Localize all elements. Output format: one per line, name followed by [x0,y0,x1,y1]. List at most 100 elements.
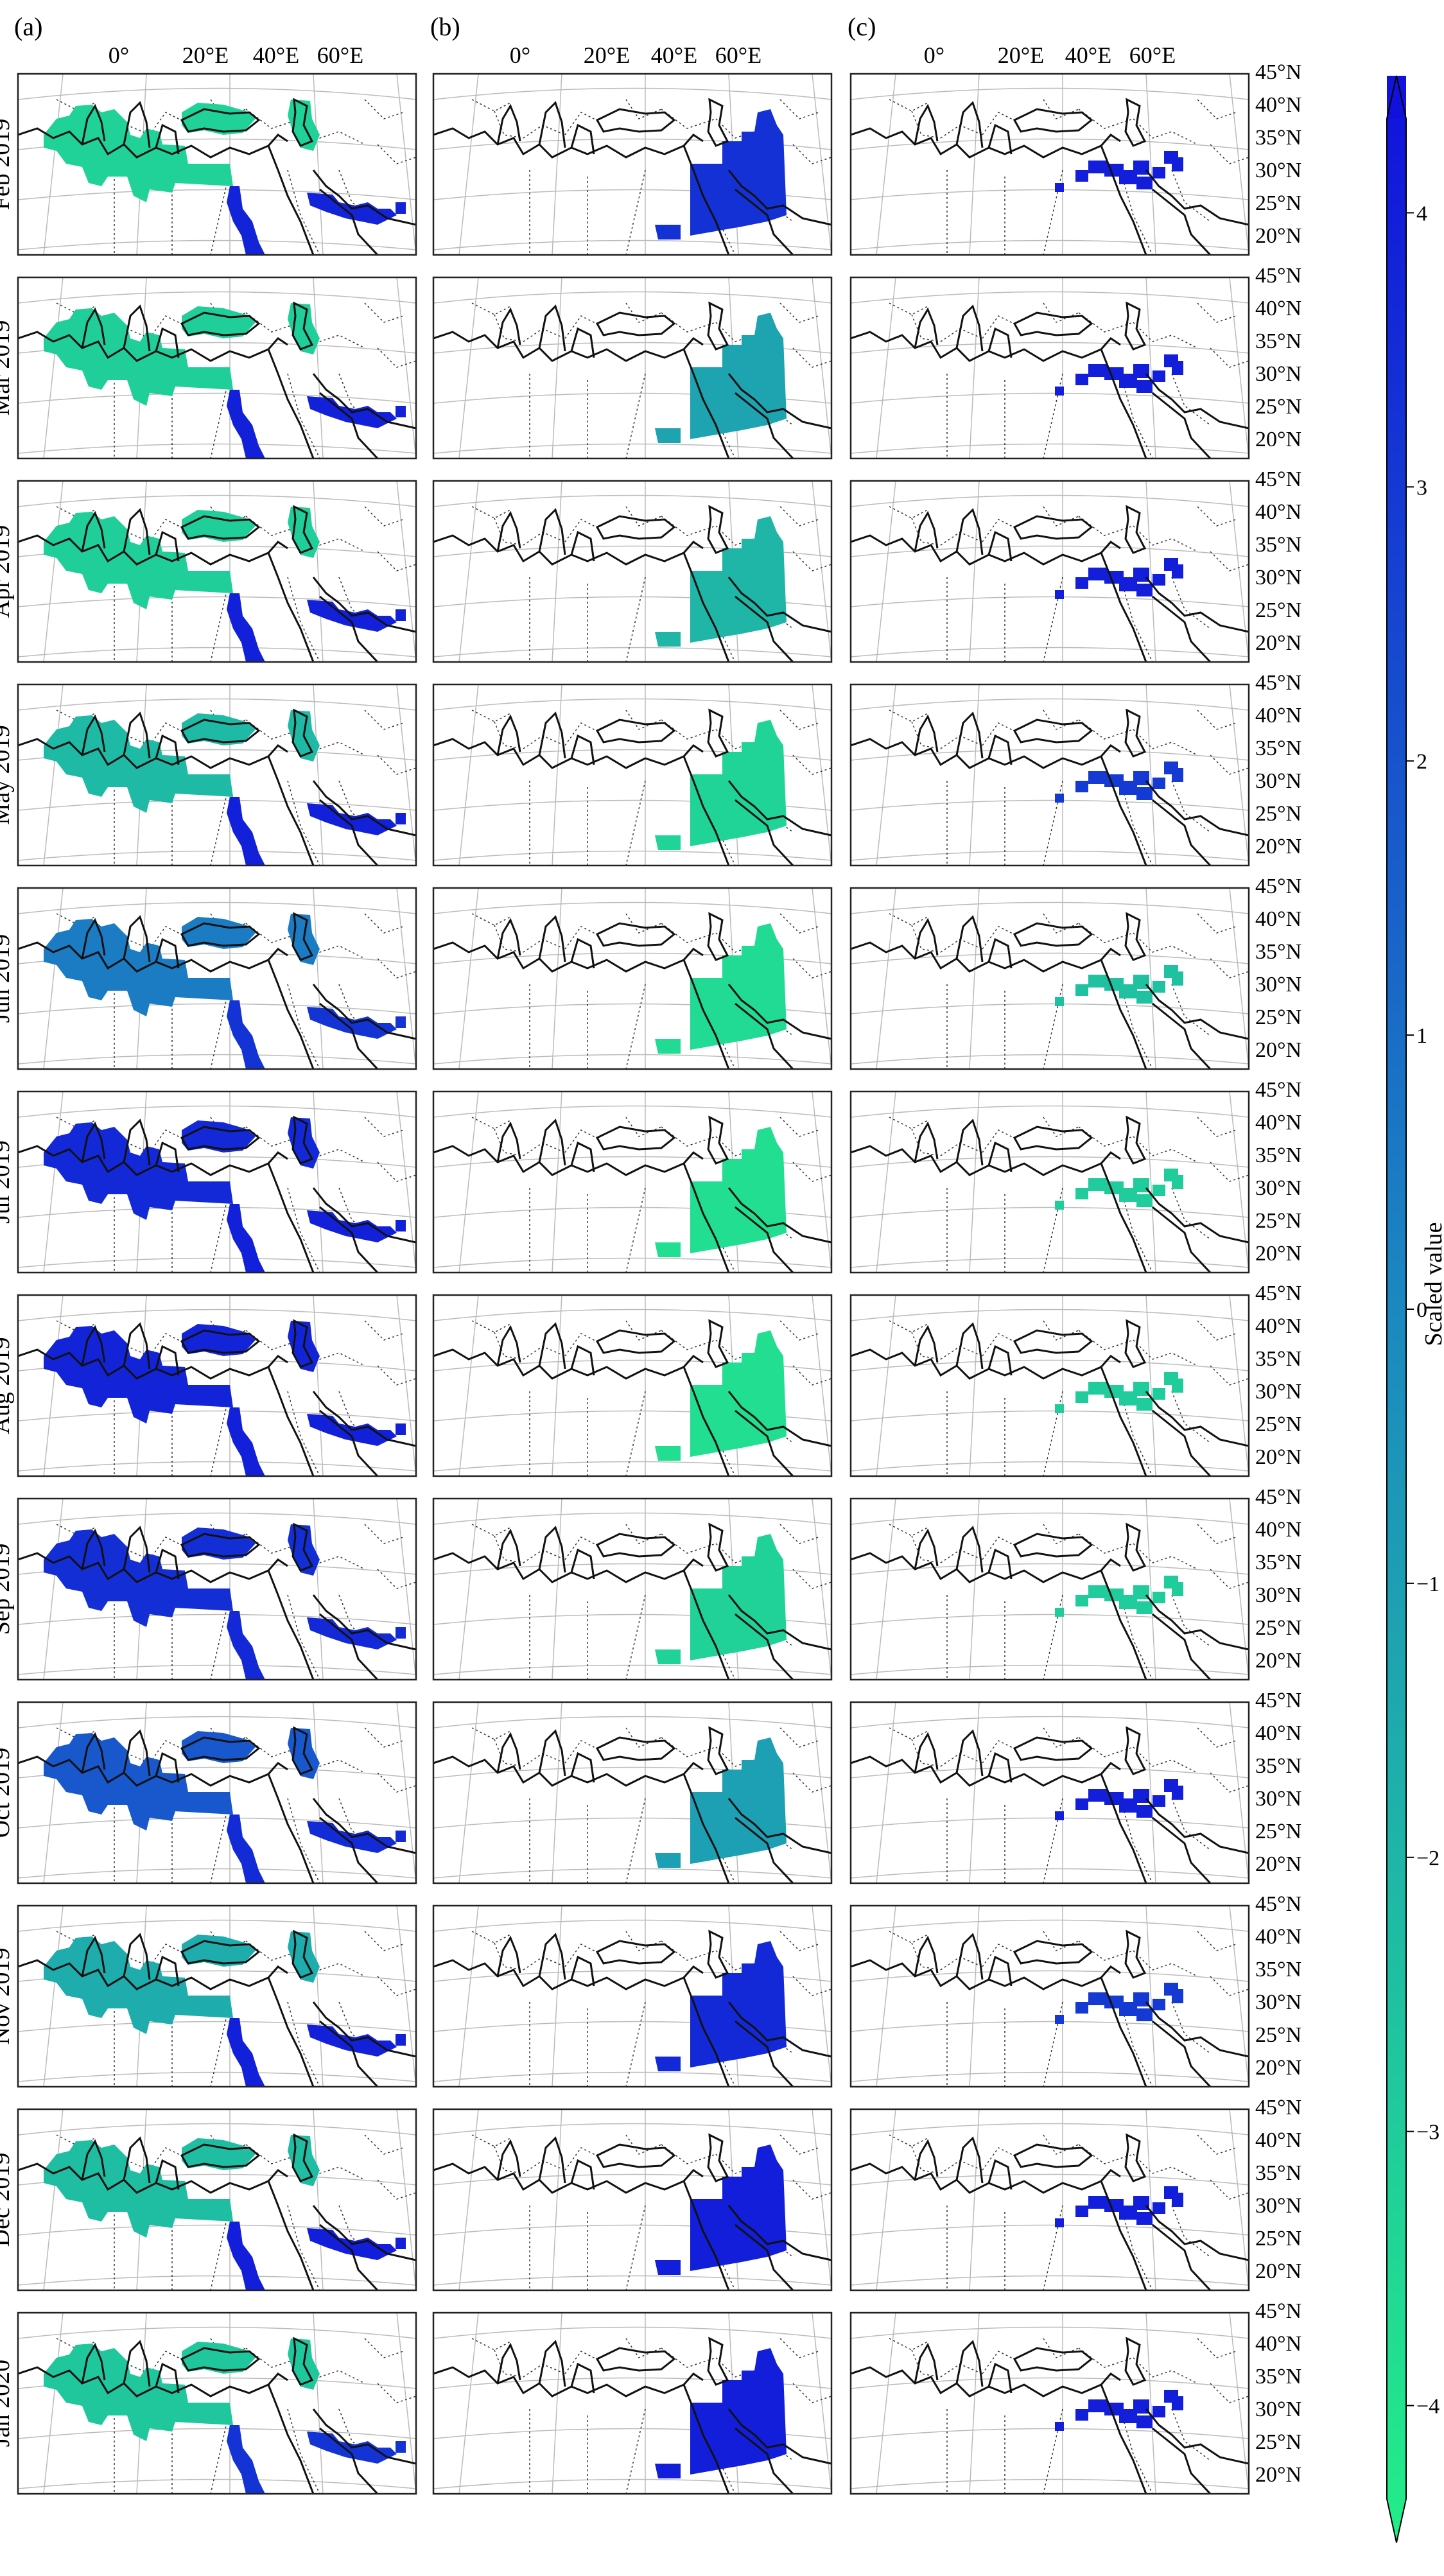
data-region-mediterranean [44,1326,233,1423]
country-border [625,1117,662,1137]
coastline [1152,799,1212,866]
coastline [538,1526,566,1573]
data-cell [1153,1185,1165,1196]
coastline [707,98,729,147]
coastline [727,2205,831,2261]
lat-label: 45°N [1255,2096,1301,2119]
coastline [319,2020,379,2087]
coastline [683,756,730,866]
lat-label: 25°N [1255,2227,1301,2250]
colorbar-tick-label: −4 [1416,2395,1440,2419]
graticule-line [433,494,831,507]
coastline [267,756,315,866]
coastline [123,1729,151,1777]
coastline [180,515,261,540]
coastline [955,2136,984,2184]
coastline [180,1533,261,1558]
coastline [987,1955,1013,1987]
country-border [661,1126,717,1147]
graticule-line [969,1499,980,1680]
map-panel-a [17,73,417,256]
country-border [661,719,717,740]
coastline [1100,1355,1121,1368]
coastline [291,98,314,147]
country-border [982,1740,1018,1764]
coastline [433,738,684,769]
graticule-line [433,850,831,861]
graticule-line [396,1092,416,1273]
country-border [149,722,186,746]
data-cell [1055,794,1064,803]
row-label: Jun 2019 [0,934,15,1023]
country-border [364,913,404,934]
lat-label: 20°N [1255,1038,1301,1062]
country-border [471,1727,511,1740]
country-border [779,1524,819,1544]
lat-label: 30°N [1255,973,1301,996]
country-border [661,109,717,129]
coastline [1013,2347,1093,2372]
graticule-line [812,2109,831,2290]
lat-label: 45°N [1255,60,1301,84]
country-border [625,1187,646,1273]
graticule-line [43,74,64,255]
coastline [496,1121,521,1163]
coastline [570,1752,595,1783]
coastline [595,1940,676,1965]
coastline [123,1322,151,1370]
data-cell [1153,1999,1165,2010]
coastline [1145,373,1249,430]
graticule-line [851,189,1249,200]
country-border [564,1944,601,1967]
map-row: Nov 2019 45°N 40°N 35°N 30°N 25°N 20°N [0,1892,1301,2088]
graticule-line [396,2109,416,2290]
coastline [851,1145,1102,1176]
country-border [377,754,416,775]
graticule-line [876,277,896,458]
lon-label: 60°E [715,42,761,68]
country-border [1197,2338,1237,2358]
coastline [319,392,379,458]
coastline [683,1762,704,1775]
data-cell [396,1220,406,1231]
data-cell [1133,1178,1149,1192]
lat-label: 25°N [1255,1005,1301,1029]
graticule-line [851,1614,1249,1625]
map-frame [17,73,417,256]
coastline [735,799,794,866]
country-border [982,1536,1018,1560]
country-border [149,1944,186,1967]
coastline [155,2159,180,2190]
graticule-line [851,1919,1249,1932]
coastline [81,1121,106,1163]
country-border [625,913,662,934]
coastline [319,1613,379,1680]
coastline [267,2384,315,2494]
graticule-line [18,239,416,250]
country-border [377,347,416,368]
coastline [496,1935,521,1977]
graticule-line [876,1295,896,1476]
graticule-line [458,277,479,458]
lat-label: 40°N [1255,1518,1301,1542]
data-cell [1055,1811,1064,1820]
graticule-line [433,901,831,914]
graticule-line [396,1295,416,1476]
lat-label: 45°N [1255,1689,1301,1712]
row-label: Apr 2019 [0,525,15,618]
coastline [267,337,288,350]
graticule-line [851,901,1249,914]
graticule-line [552,2109,562,2290]
lat-label: 25°N [1255,1616,1301,1640]
map-frame [17,2311,417,2495]
coastline [18,1755,269,1787]
graticule-line [18,2224,416,2236]
lon-label: 40°E [651,42,697,68]
coastline [312,373,416,430]
country-border [661,2347,717,2368]
coastline [1145,1594,1249,1651]
coastline [914,510,939,552]
colorbar-tick-label: −1 [1416,1572,1440,1596]
data-cell [1136,787,1153,800]
map-frame [849,1904,1250,2088]
